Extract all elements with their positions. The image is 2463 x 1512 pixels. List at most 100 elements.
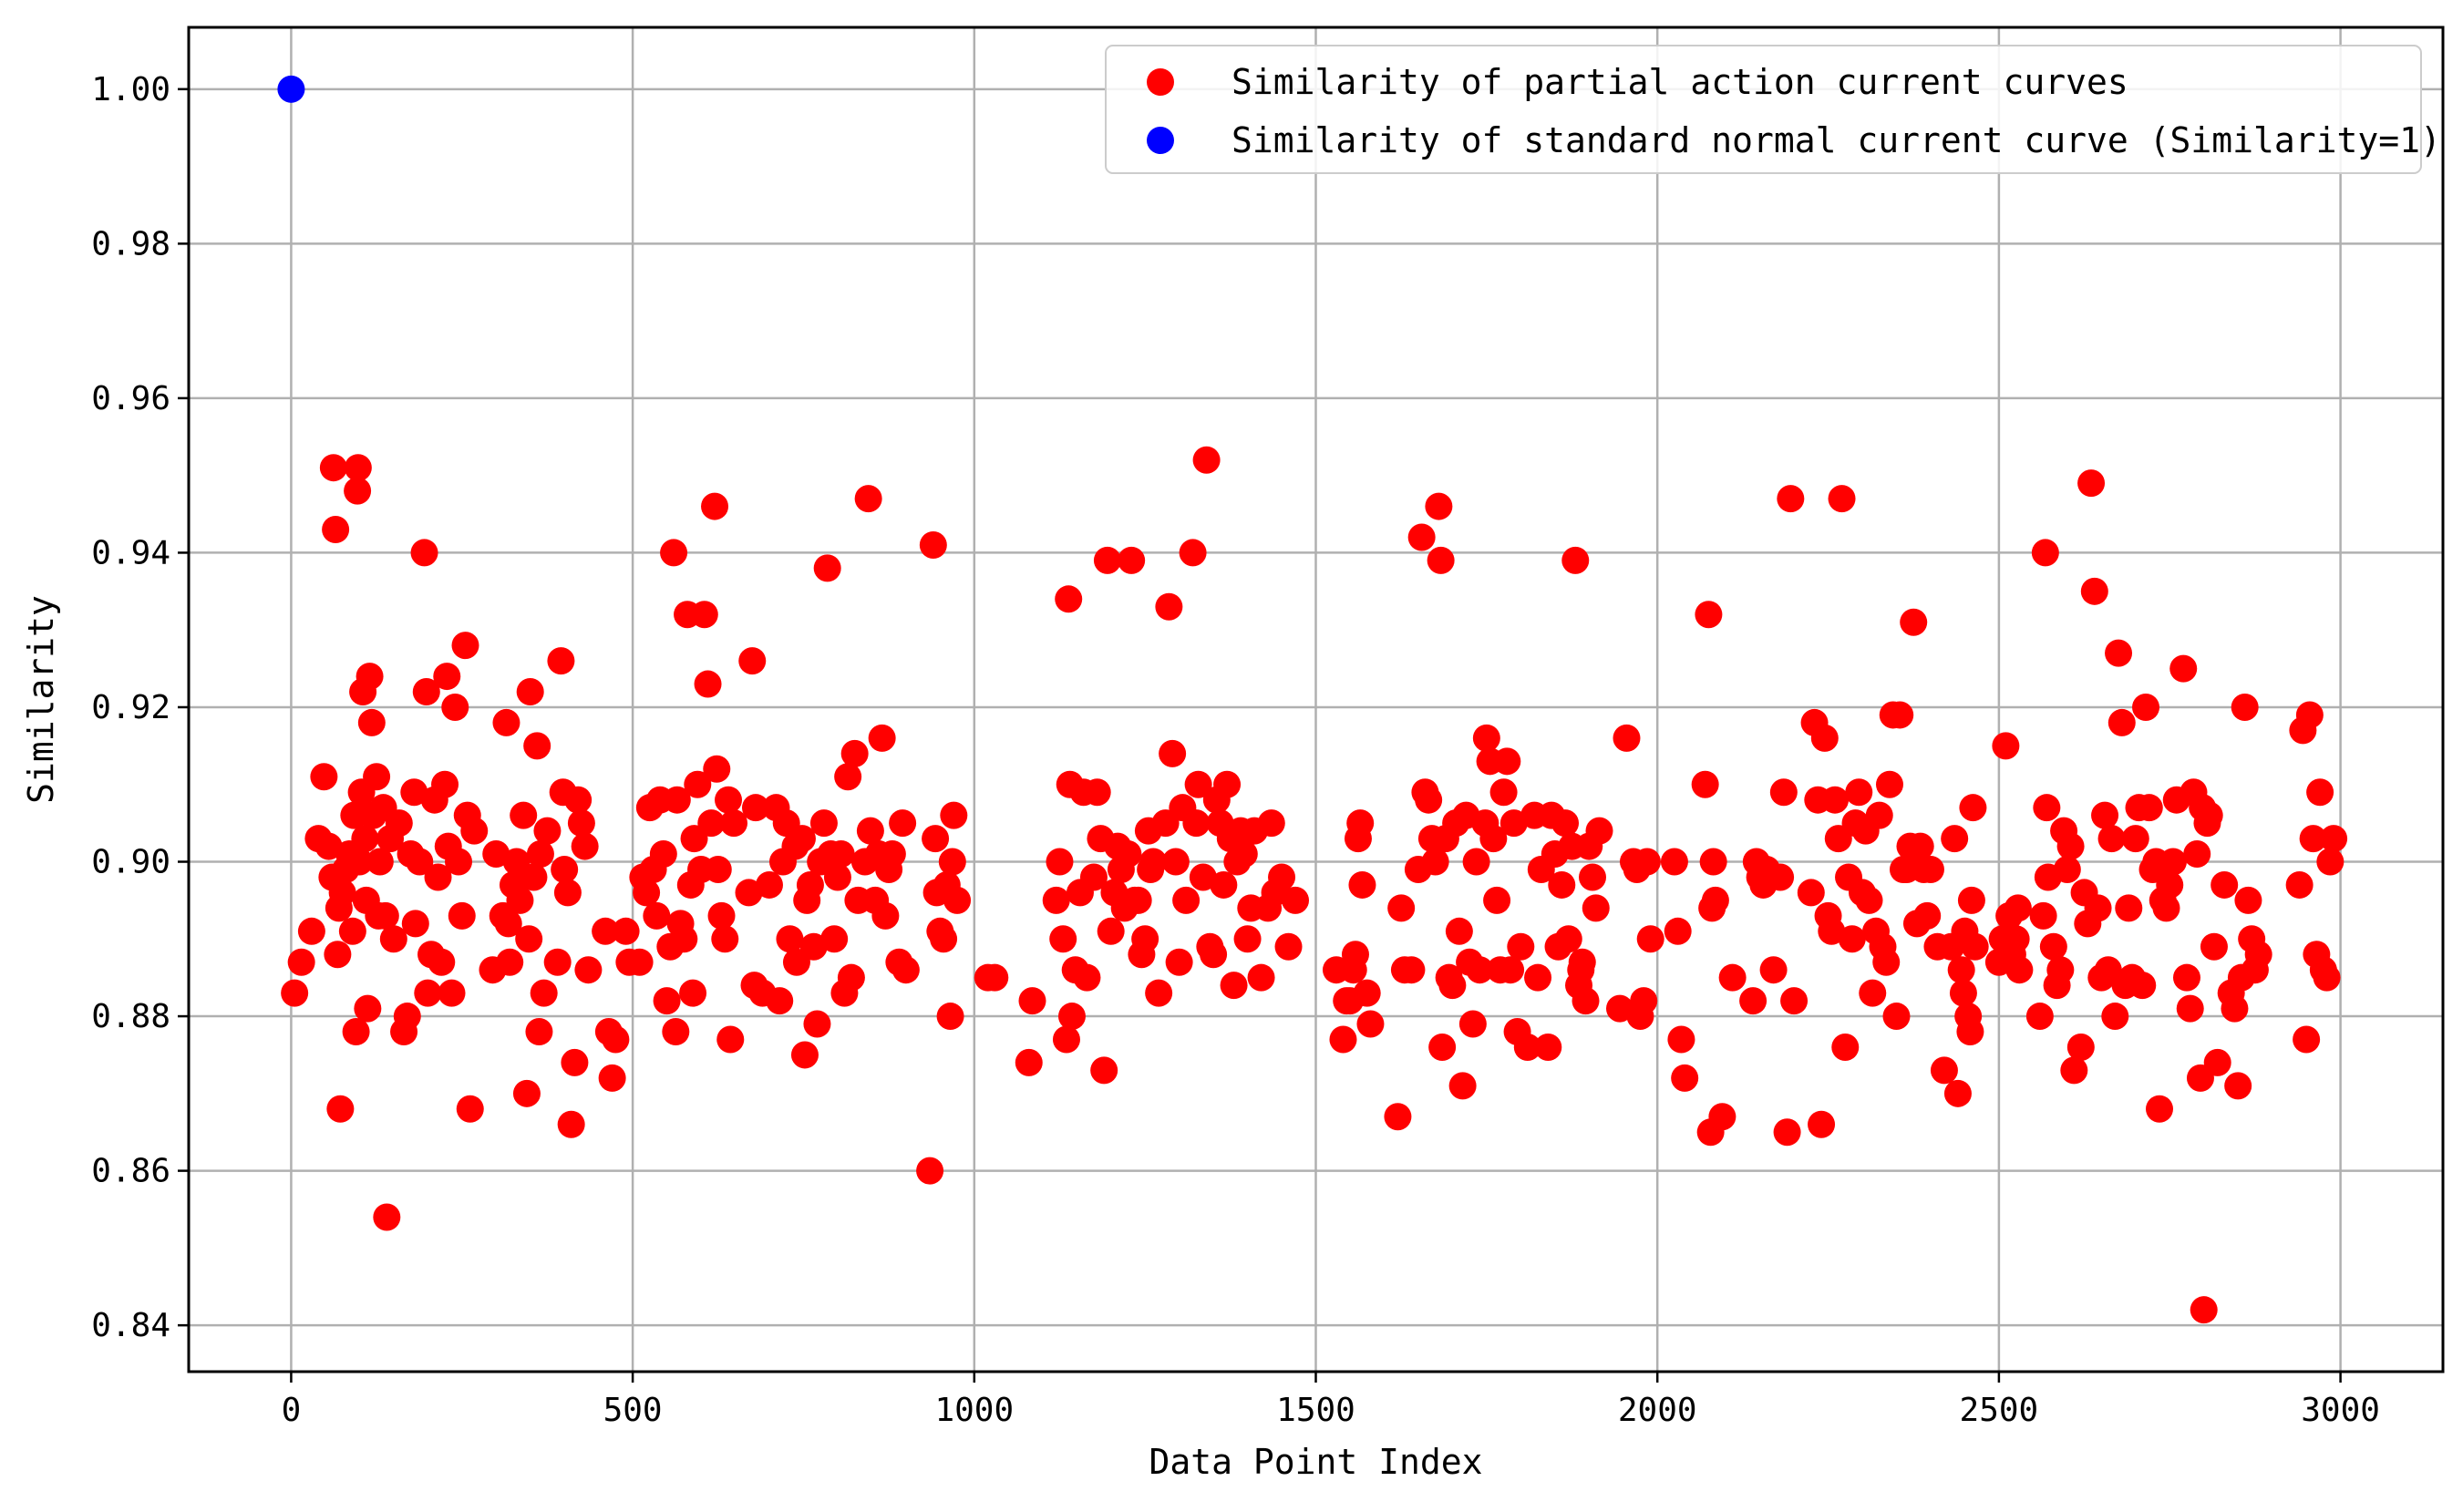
partial-similarity-point [326, 1095, 355, 1123]
partial-similarity-point [1780, 987, 1809, 1015]
partial-similarity-point [1507, 932, 1535, 961]
partial-similarity-point [1900, 608, 1928, 636]
partial-similarity-point [1886, 701, 1914, 729]
partial-similarity-point [1407, 523, 1436, 551]
partial-similarity-point [1073, 963, 1101, 992]
partial-similarity-point [2033, 794, 2061, 822]
partial-similarity-point [516, 678, 544, 706]
partial-similarity-point [445, 848, 473, 876]
partial-similarity-point [385, 809, 413, 838]
partial-similarity-point [2025, 1003, 2054, 1031]
partial-similarity-point [1421, 848, 1449, 876]
partial-similarity-point [1767, 863, 1795, 891]
partial-similarity-point [1636, 925, 1664, 953]
partial-similarity-point [1015, 1048, 1043, 1076]
partial-similarity-point [574, 956, 603, 984]
partial-similarity-point [2299, 825, 2327, 853]
partial-similarity-point [1630, 987, 1658, 1015]
partial-similarity-point [938, 848, 966, 876]
partial-similarity-point [766, 987, 794, 1015]
x-tick-label: 2500 [1960, 1392, 2039, 1429]
partial-similarity-point [366, 848, 394, 876]
partial-similarity-point [720, 809, 748, 838]
partial-similarity-point [356, 663, 384, 691]
partial-similarity-point [530, 979, 558, 1007]
partial-similarity-point [1079, 863, 1108, 891]
axis-ticks: 0 500 1000 1500 2000 2500 3000 0.84 0.86 0.88 0.90… [91, 71, 2380, 1429]
partial-similarity-point [625, 948, 654, 976]
partial-similarity-point [1353, 979, 1381, 1007]
partial-similarity-point [1831, 1033, 1860, 1061]
partial-similarity-point [2293, 1025, 2321, 1054]
partial-similarity-point [799, 932, 828, 961]
partial-similarity-point [1415, 786, 1443, 814]
partial-similarity-point [412, 678, 440, 706]
partial-similarity-point [1916, 855, 1944, 883]
partial-similarity-point [889, 809, 917, 838]
partial-similarity-point [1042, 886, 1070, 914]
partial-similarity-point [684, 770, 712, 798]
partial-similarity-point [2156, 870, 2184, 899]
partial-similarity-point [482, 840, 510, 869]
partial-similarity-point [1821, 786, 1850, 814]
partial-similarity-point [856, 817, 884, 845]
partial-similarity-point [2234, 886, 2262, 914]
partial-similarity-point [2097, 825, 2126, 853]
partial-similarity-point [456, 1095, 484, 1123]
partial-similarity-point [1913, 901, 1942, 930]
y-tick-label: 0.90 [91, 844, 170, 881]
partial-similarity-point [2107, 708, 2136, 736]
partial-similarity-point [2091, 801, 2119, 829]
partial-similarity-point [1093, 546, 1121, 574]
partial-similarity-point [1213, 770, 1242, 798]
partial-similarity-point [1579, 863, 1607, 891]
legend-marker-standard [1147, 127, 1174, 154]
partial-similarity-point [2176, 994, 2204, 1023]
partial-similarity-point [1906, 832, 1934, 860]
partial-similarity-point [1165, 948, 1193, 976]
partial-similarity-point [1348, 870, 1376, 899]
partial-similarity-point [1855, 886, 1883, 914]
partial-similarity-point [662, 1018, 690, 1046]
partial-similarity-point [878, 840, 906, 869]
partial-similarity-point [868, 724, 896, 752]
partial-similarity-point [520, 863, 548, 891]
partial-similarity-point [1872, 948, 1901, 976]
partial-similarity-point [1220, 972, 1248, 1000]
partial-similarity-point [373, 1203, 401, 1231]
partial-similarity-point [1189, 863, 1217, 891]
partial-similarity-point [871, 901, 900, 930]
partial-similarity-point [2002, 925, 2030, 953]
partial-similarity-point [1859, 979, 1887, 1007]
partial-similarity-point [310, 763, 338, 791]
partial-similarity-point [1161, 848, 1190, 876]
partial-similarity-point [1131, 925, 1159, 953]
partial-similarity-point [1090, 1056, 1118, 1085]
partial-similarity-point [1497, 956, 1525, 984]
x-tick-label: 500 [603, 1392, 663, 1429]
partial-similarity-point [1660, 848, 1688, 876]
partial-similarity-point [823, 863, 851, 891]
partial-similarity-point [1739, 987, 1767, 1015]
partial-similarity-point [679, 979, 707, 1007]
partial-similarity-point [1633, 848, 1661, 876]
partial-similarity-point [571, 832, 599, 860]
partial-similarity-point [2169, 654, 2198, 683]
partial-similarity-point [738, 647, 767, 675]
partial-similarity-point [1769, 778, 1798, 807]
partial-similarity-point [1346, 809, 1375, 838]
partial-similarity-point [1554, 925, 1582, 953]
partial-similarity-point [1282, 886, 1310, 914]
partial-similarity-point [2077, 469, 2106, 498]
partial-similarity-point [711, 925, 739, 953]
partial-similarity-point [1462, 848, 1490, 876]
partial-similarity-point [324, 941, 352, 969]
partial-similarity-point [1947, 956, 1975, 984]
partial-similarity-point [451, 632, 479, 660]
y-tick-label: 0.98 [91, 225, 170, 262]
partial-similarity-point [1159, 739, 1187, 767]
partial-similarity-point [2183, 840, 2211, 869]
partial-similarity-point [354, 994, 382, 1023]
partial-similarity-point [543, 948, 572, 976]
partial-similarity-point [1124, 886, 1152, 914]
